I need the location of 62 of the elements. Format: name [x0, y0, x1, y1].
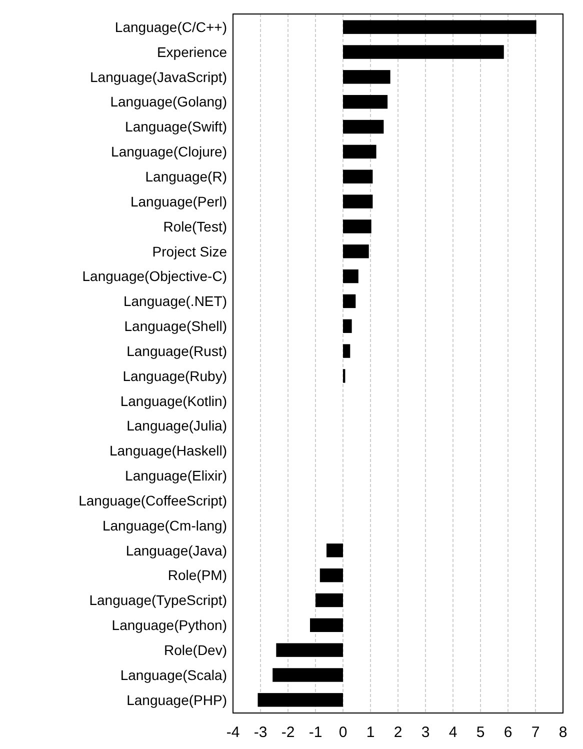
- x-tick-label: 1: [366, 724, 375, 741]
- x-tick-label: 4: [448, 724, 458, 741]
- bar: [343, 194, 373, 208]
- bar: [343, 170, 373, 184]
- y-tick-label: Language(Elixir): [125, 468, 227, 484]
- y-tick-label: Role(Test): [163, 218, 227, 234]
- x-tick-label: 5: [476, 724, 485, 741]
- y-tick-label: Language(Shell): [124, 318, 227, 334]
- bar: [343, 45, 504, 59]
- y-tick-label: Language(C/C++): [114, 18, 227, 35]
- y-tick-label: Language(R): [145, 168, 227, 184]
- y-tick-label: Language(Julia): [126, 418, 227, 434]
- y-tick-label: Language(Scala): [120, 666, 227, 683]
- y-tick-label: Project Size: [152, 243, 228, 260]
- bar: [326, 544, 343, 558]
- x-tick-label: 7: [531, 724, 540, 741]
- x-tick-label: -1: [308, 724, 322, 741]
- bar: [320, 568, 343, 582]
- bar: [310, 618, 343, 632]
- x-tick-label: 2: [394, 724, 402, 741]
- y-tick-label: Language(Swift): [125, 118, 227, 135]
- bar: [343, 144, 376, 159]
- y-tick-label: Language(Clojure): [111, 144, 227, 160]
- y-tick-label: Language(Kotlin): [120, 392, 227, 409]
- x-tick-label: 6: [504, 724, 512, 741]
- bar: [343, 94, 388, 109]
- x-tick-label: -2: [281, 724, 295, 741]
- bar: [343, 344, 350, 358]
- bar: [316, 593, 343, 608]
- bar: [343, 269, 358, 284]
- y-tick-label: Experience: [156, 44, 228, 60]
- x-tick-label: -4: [226, 724, 240, 741]
- y-tick-label: Language(CoffeeScript): [78, 492, 227, 508]
- bar: [343, 294, 356, 308]
- y-tick-label: Language(Perl): [130, 193, 227, 210]
- x-tick-label: -3: [254, 724, 268, 741]
- y-tick-label: Language(Java): [126, 542, 227, 558]
- y-tick-label: Language(Haskell): [109, 442, 227, 459]
- bar: [276, 643, 343, 657]
- bar: [343, 220, 372, 234]
- y-tick-label: Language(.NET): [123, 293, 227, 310]
- bar: [343, 20, 536, 34]
- bar: [343, 319, 352, 333]
- y-tick-label: Language(Rust): [126, 342, 227, 359]
- y-tick-label: Language(JavaScript): [90, 68, 227, 85]
- y-tick-label: Language(Cm-lang): [102, 517, 227, 534]
- bar: [343, 70, 390, 84]
- x-tick-label: 3: [421, 724, 430, 741]
- y-tick-label: Language(Python): [112, 617, 227, 634]
- x-tick-label: 8: [558, 724, 568, 741]
- y-tick-label: Role(PM): [168, 567, 227, 584]
- bar: [258, 693, 343, 707]
- y-tick-label: Language(TypeScript): [89, 592, 227, 608]
- y-tick-label: Role(Dev): [164, 642, 227, 658]
- bar: [272, 668, 343, 682]
- bar: [343, 244, 369, 258]
- y-tick-label: Language(Golang): [110, 94, 227, 110]
- y-tick-label: Language(PHP): [126, 692, 227, 708]
- y-tick-label: Language(Objective-C): [82, 268, 227, 284]
- bar: [343, 120, 384, 134]
- y-tick-label: Language(Ruby): [122, 368, 227, 384]
- x-tick-label: 0: [338, 724, 348, 741]
